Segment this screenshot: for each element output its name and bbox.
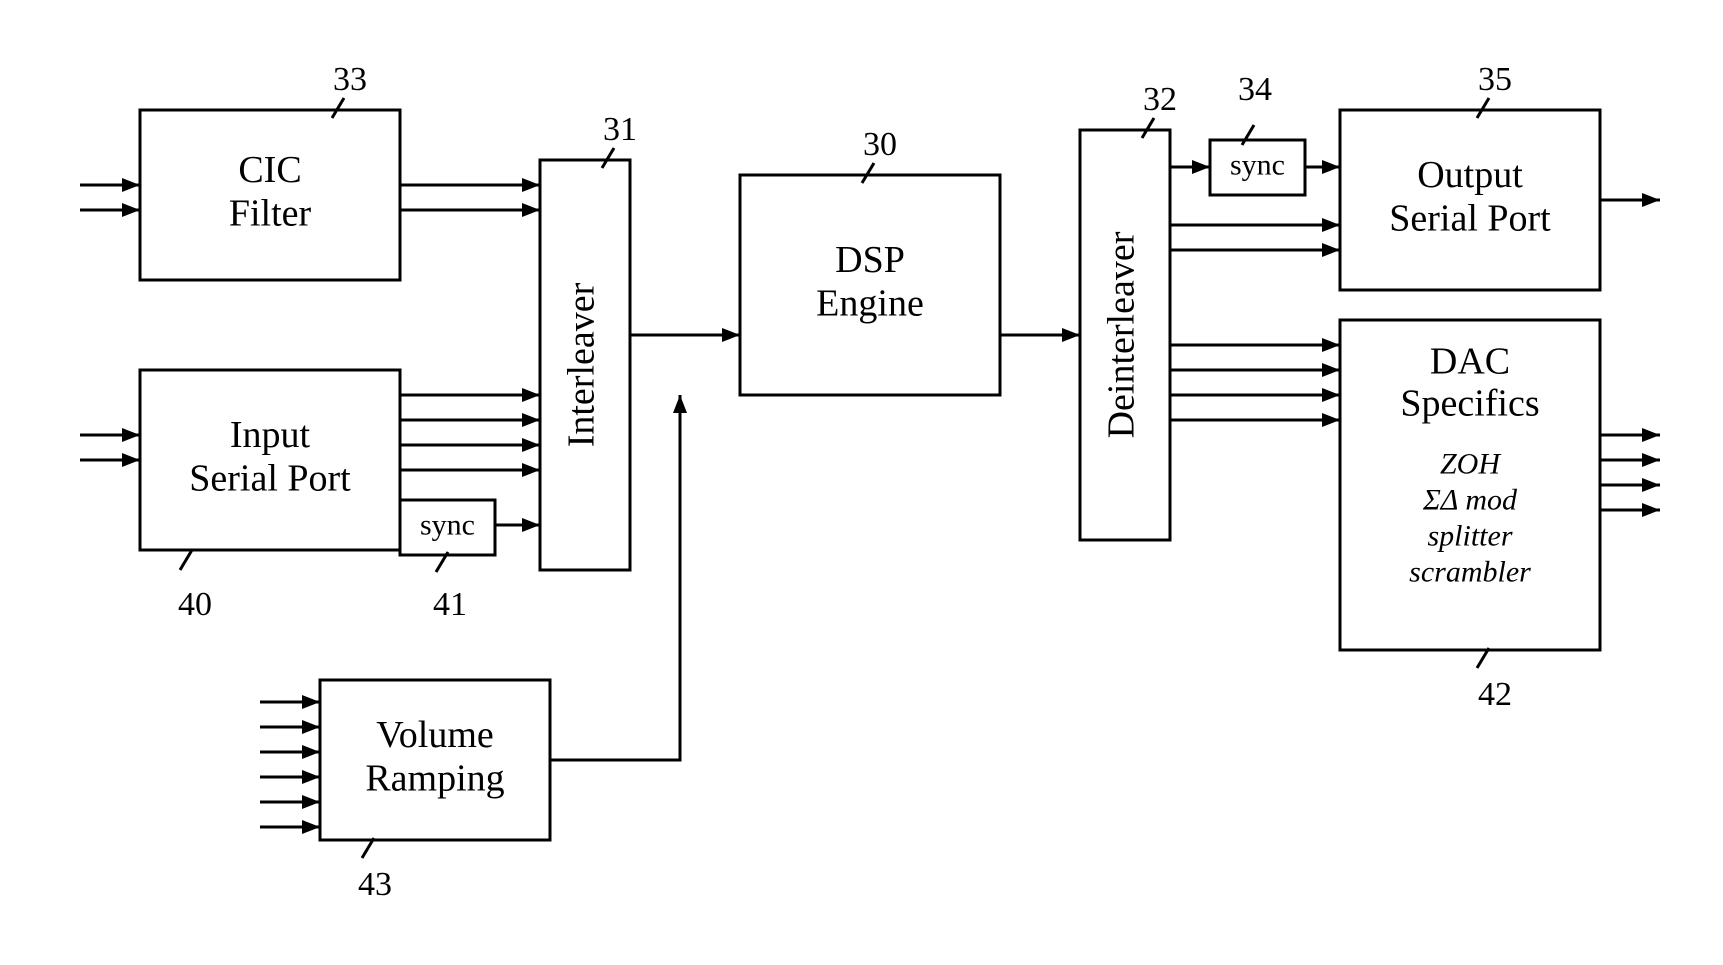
output_sp-label: Serial Port — [1389, 198, 1551, 240]
interleave-label: Interleaver — [561, 282, 603, 447]
volume-label: Ramping — [365, 758, 504, 800]
dsp-refnum: 30 — [863, 126, 897, 163]
dac-label: DAC — [1430, 341, 1510, 383]
input_sp-refnum: 40 — [178, 586, 212, 623]
deinter-refnum: 32 — [1143, 81, 1177, 118]
dac-label: Specifics — [1400, 383, 1539, 425]
sync_out-refnum: 34 — [1238, 71, 1272, 108]
dac-sublabel: scrambler — [1409, 555, 1531, 588]
sync_in-refnum: 41 — [433, 586, 467, 623]
cic-refnum: 33 — [333, 61, 367, 98]
output_sp-label: Output — [1417, 154, 1523, 196]
interleave-refnum: 31 — [603, 111, 637, 148]
dac-sublabel: ZOH — [1440, 447, 1502, 480]
cic-label: CIC — [238, 149, 301, 191]
dac-refnum: 42 — [1478, 676, 1512, 713]
dac-sublabel: ΣΔ mod — [1422, 483, 1518, 516]
sync_in-label: sync — [420, 508, 475, 541]
sync_out-label: sync — [1230, 148, 1285, 181]
output_sp-refnum: 35 — [1478, 61, 1512, 98]
dac-sublabel: splitter — [1427, 519, 1512, 552]
block-diagram: CICFilter33InputSerial Port40sync41Volum… — [0, 0, 1723, 965]
cic-label: Filter — [229, 193, 312, 235]
volume-refnum: 43 — [358, 866, 392, 903]
dsp-label: DSP — [835, 239, 905, 281]
deinter-label: Deinterleaver — [1101, 231, 1143, 438]
volume-label: Volume — [376, 714, 494, 756]
input_sp-ref-tick — [180, 550, 192, 570]
dsp-label: Engine — [816, 283, 924, 325]
input_sp-label: Input — [230, 414, 311, 456]
input_sp-label: Serial Port — [189, 458, 351, 500]
